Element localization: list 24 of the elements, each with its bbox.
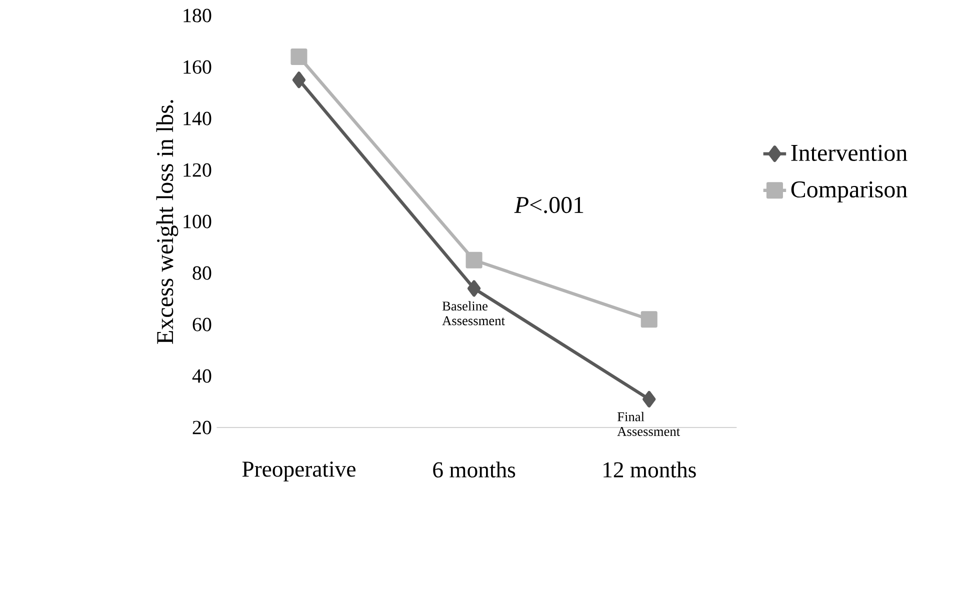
y-tick-label: 60 [192, 318, 212, 332]
x-tick-label: 6 months [433, 462, 516, 478]
y-tick-label: 80 [192, 266, 212, 280]
point [292, 72, 306, 88]
annotation: Final Assessment [617, 412, 680, 436]
x-tick-label: Preoperative [242, 462, 356, 482]
y-tick-label: 20 [192, 420, 212, 434]
annotation: P<.001 [514, 196, 584, 214]
y-tick-label: 100 [184, 214, 212, 228]
y-tick-label: 140 [184, 112, 212, 126]
annotation: Baseline Assessment [442, 301, 505, 326]
point [642, 390, 656, 408]
y-tick-label: 120 [184, 163, 212, 177]
y-axis-title: Excess weight loss in lbs. [156, 100, 178, 344]
point [467, 280, 481, 297]
y-tick-label: 180 [184, 8, 212, 22]
point [466, 252, 482, 268]
y-tick-label: 160 [184, 60, 212, 74]
legend-label: Intervention [791, 144, 908, 161]
legend-label: Comparison [791, 181, 908, 202]
point [640, 311, 658, 328]
y-tick-label: 40 [192, 369, 212, 383]
x-tick-label: 12 months [604, 462, 696, 478]
point [290, 48, 308, 65]
